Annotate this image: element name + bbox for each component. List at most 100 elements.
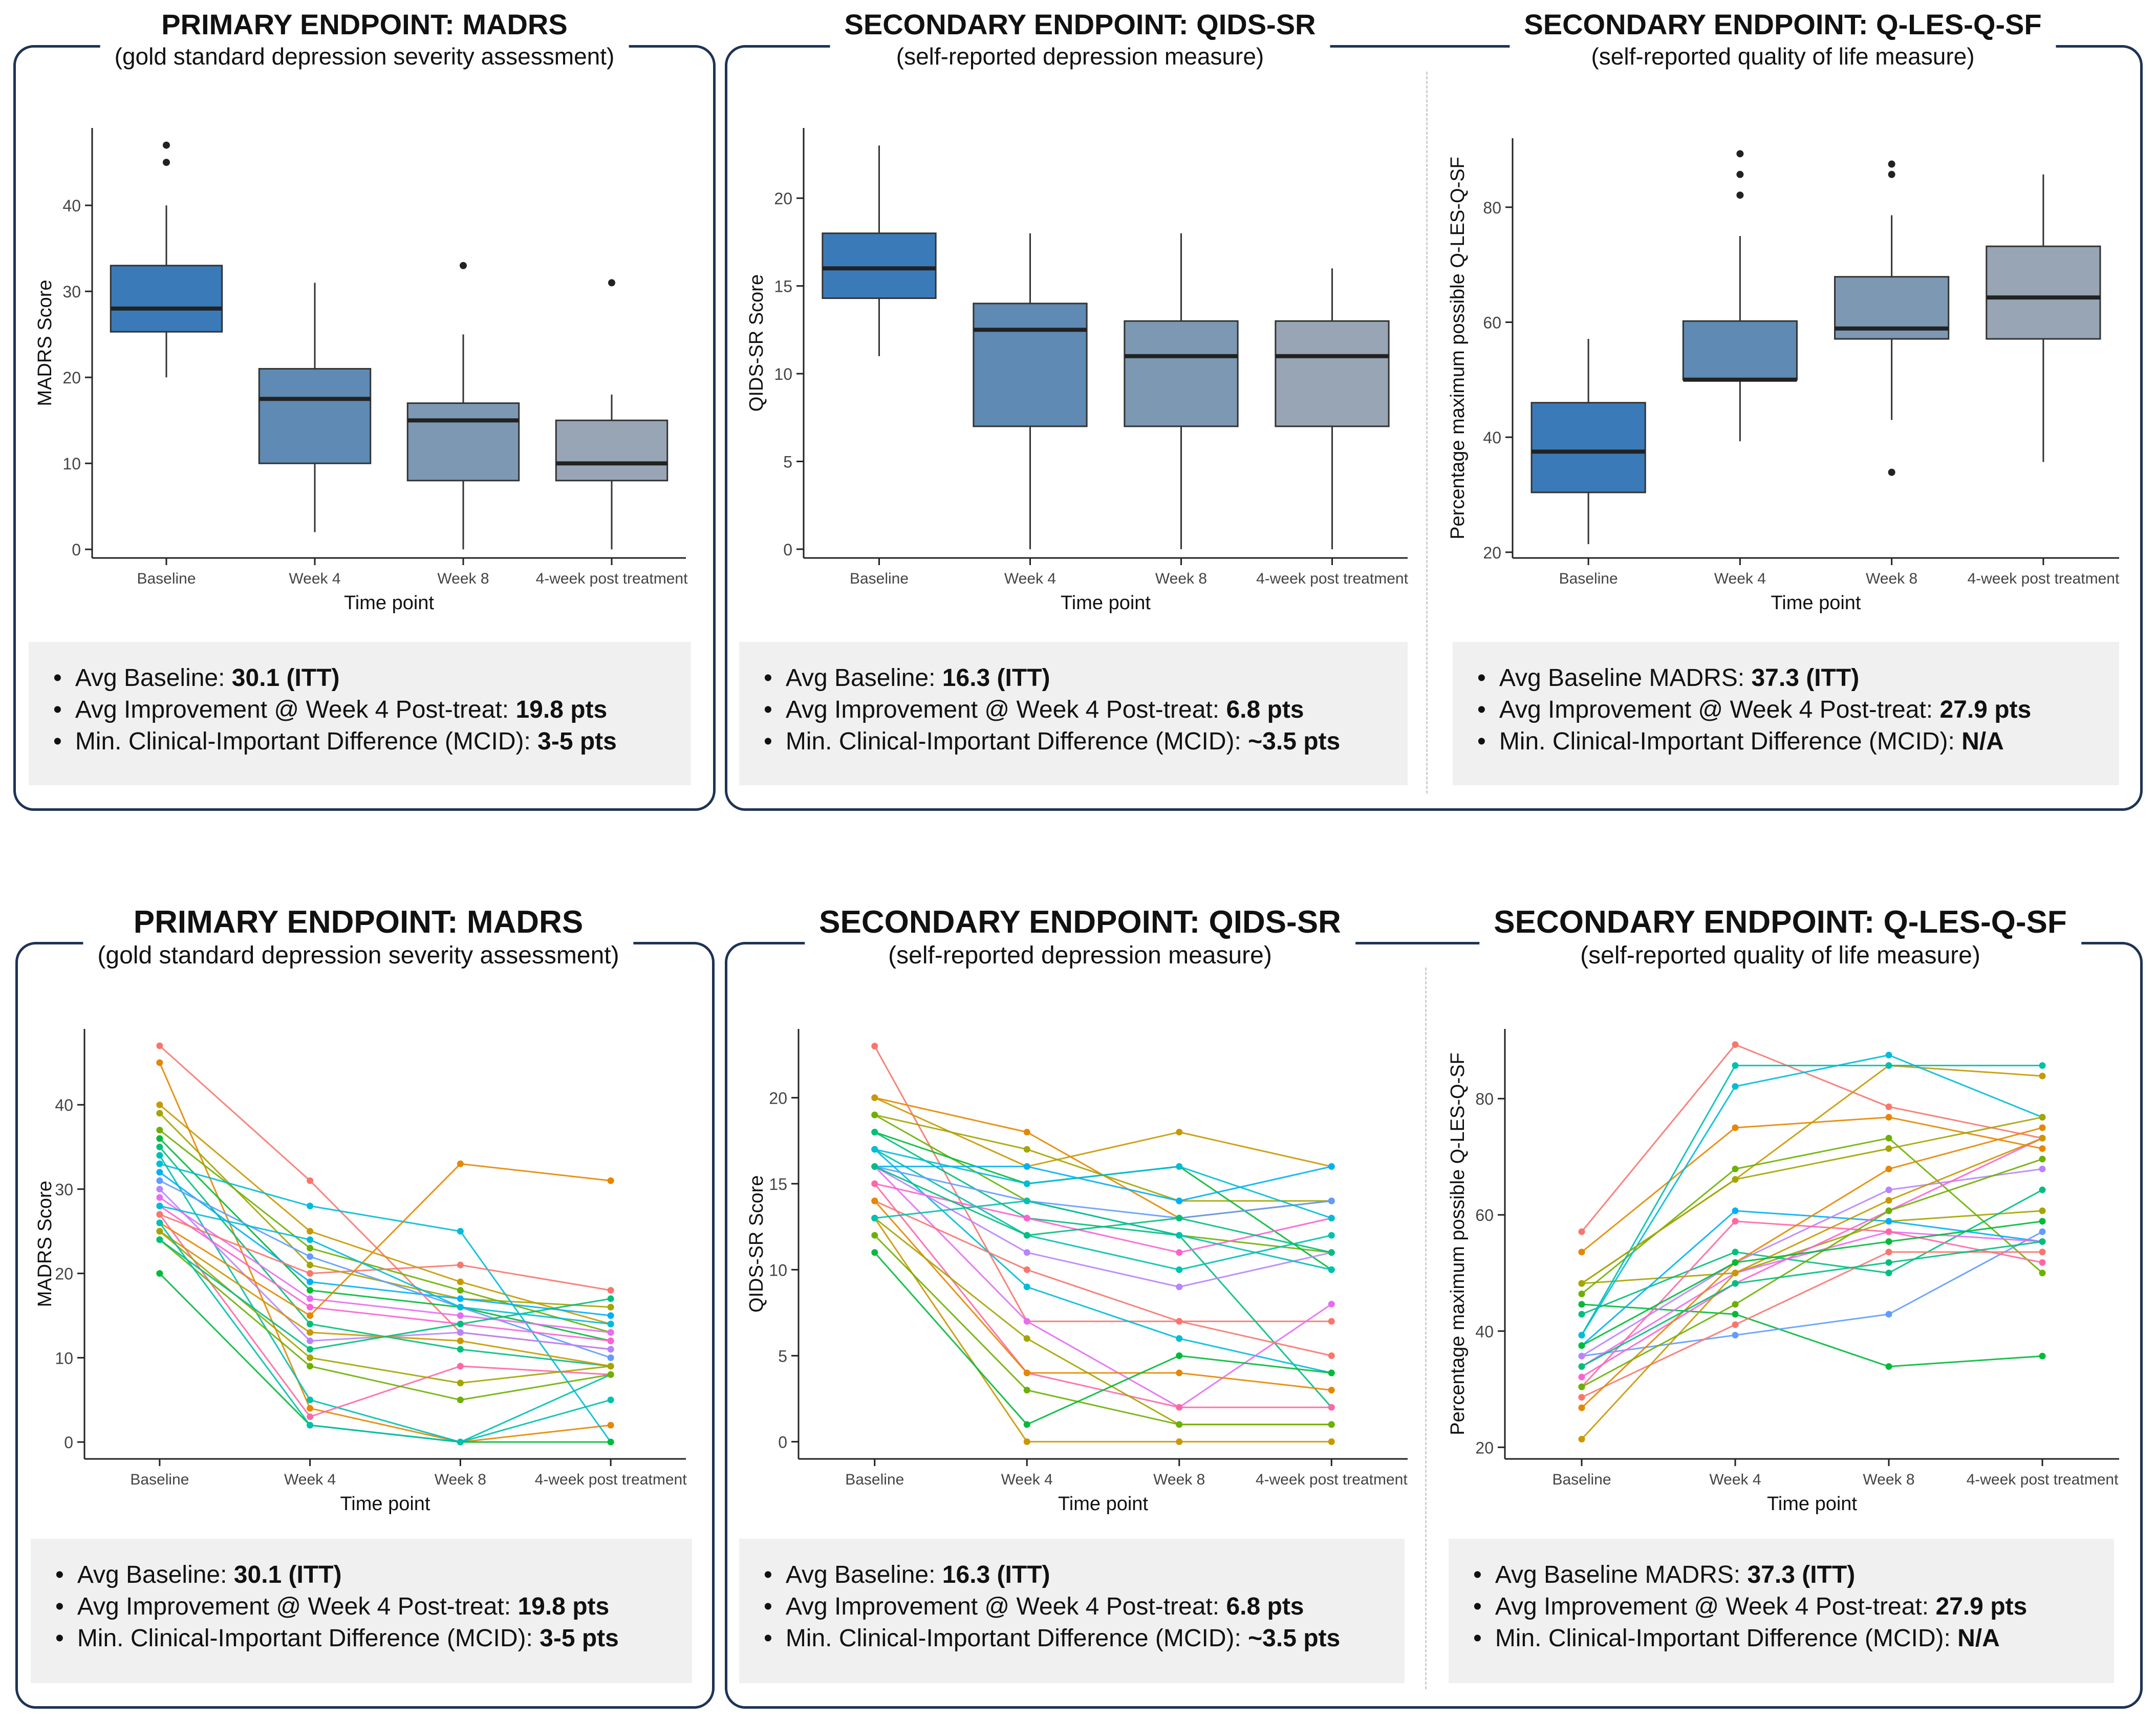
data-point: [307, 1278, 314, 1285]
series-line: [874, 1235, 1332, 1426]
data-point: [2039, 1249, 2046, 1256]
data-point: [607, 1354, 614, 1361]
data-point: [307, 1312, 314, 1319]
data-point: [607, 1371, 614, 1378]
qles-boxplot: 20 40 60 80 Baseline Week 4 Week 8 4-week post …: [1447, 138, 2120, 614]
data-point: [1578, 1435, 1585, 1443]
data-point: [1885, 1134, 1892, 1142]
data-point: [607, 1312, 614, 1319]
panel-subtitle: (self-reported quality of life measure): [1580, 942, 1980, 969]
y-tick-label: 40: [1475, 1322, 1494, 1341]
data-point: [156, 1144, 163, 1151]
data-point: [1732, 1259, 1739, 1266]
y-tick-label: 20: [774, 189, 792, 208]
outlier-point: [1888, 170, 1895, 178]
data-point: [2039, 1145, 2046, 1152]
data-point: [307, 1261, 314, 1268]
stat-improvement: Avg Improvement @ Week 4 Post-treat: 27.…: [1473, 1591, 2094, 1623]
madrs-boxplot: 0 10 20 30 40 Baseline Week 4 Week 8 4-week post…: [34, 128, 688, 614]
box-iqr: [973, 303, 1088, 427]
stat-baseline: Avg Baseline: 16.3 (ITT): [764, 1559, 1384, 1591]
box-iqr: [258, 368, 372, 464]
data-point: [1732, 1218, 1739, 1225]
data-point: [2039, 1072, 2046, 1080]
x-tick-label: Week 4: [284, 1471, 336, 1488]
x-tick-label: Week 4: [1709, 1471, 1761, 1488]
data-point: [1023, 1180, 1030, 1187]
box-iqr: [1986, 245, 2101, 340]
x-tick-label: Week 4: [1004, 570, 1056, 587]
y-tick-label: 30: [62, 283, 81, 301]
panel-subtitle: (self-reported depression measure): [896, 43, 1264, 70]
data-point: [1885, 1238, 1892, 1245]
data-point: [871, 1146, 878, 1153]
data-point: [1176, 1232, 1183, 1239]
outlier-point: [460, 262, 467, 269]
data-point: [1885, 1186, 1892, 1193]
data-point: [457, 1320, 464, 1327]
y-axis-title: Percentage maximum possible Q-LES-Q-SF: [1447, 157, 1469, 540]
data-point: [607, 1346, 614, 1353]
y-tick-label: 15: [769, 1175, 787, 1193]
x-tick-label: Week 8: [1866, 570, 1917, 587]
data-point: [307, 1329, 314, 1336]
data-point: [871, 1215, 878, 1222]
madrs-spaghetti-plot: 0 10 20 30 40 Baseline Week 4 Week 8 4-week post…: [34, 1029, 687, 1515]
data-point: [307, 1177, 314, 1184]
y-tick-label: 5: [778, 1347, 787, 1365]
data-point: [1732, 1270, 1739, 1277]
series-line: [159, 1197, 611, 1333]
x-axis-title: Time point: [1771, 592, 1861, 614]
data-point: [1176, 1438, 1183, 1445]
data-point: [1023, 1266, 1030, 1273]
data-point: [1023, 1249, 1030, 1256]
outlier-point: [163, 159, 170, 166]
stat-improvement: Avg Improvement @ Week 4 Post-treat: 19.…: [55, 1591, 672, 1623]
data-point: [2039, 1270, 2046, 1277]
y-tick-label: 0: [783, 541, 792, 559]
series-line: [1581, 1065, 2042, 1336]
data-point: [1023, 1438, 1030, 1445]
data-point: [1732, 1301, 1739, 1308]
stat-mcid: Min. Clinical-Important Difference (MCID…: [1477, 726, 2099, 758]
data-point: [2039, 1259, 2046, 1266]
data-point: [156, 1219, 163, 1227]
x-tick-label: Week 8: [437, 570, 489, 587]
series-line: [1581, 1158, 2043, 1388]
data-point: [2039, 1114, 2046, 1121]
data-point: [457, 1438, 464, 1446]
data-point: [871, 1129, 878, 1136]
data-point: [871, 1180, 878, 1187]
data-point: [1176, 1215, 1183, 1222]
data-point: [457, 1261, 464, 1268]
data-point: [307, 1354, 314, 1361]
data-point: [607, 1329, 614, 1336]
data-point: [2039, 1228, 2046, 1235]
data-point: [1578, 1249, 1585, 1256]
y-axis-title: Percentage maximum possible Q-LES-Q-SF: [1447, 1052, 1469, 1435]
data-point: [307, 1346, 314, 1353]
stat-mcid: Min. Clinical-Important Difference (MCID…: [764, 1623, 1384, 1654]
x-axis-title: Time point: [1767, 1493, 1857, 1515]
data-point: [1578, 1342, 1585, 1349]
madrs-line-header: PRIMARY ENDPOINT: MADRS (gold standard d…: [83, 903, 634, 970]
data-point: [1732, 1124, 1739, 1131]
qids-line-stats: Avg Baseline: 16.3 (ITT) Avg Improvement…: [739, 1539, 1405, 1683]
data-point: [1885, 1249, 1892, 1256]
data-point: [607, 1363, 614, 1370]
data-point: [1023, 1163, 1030, 1170]
data-point: [1578, 1331, 1585, 1339]
data-point: [1885, 1363, 1892, 1370]
data-point: [1885, 1310, 1892, 1318]
data-point: [1885, 1051, 1892, 1059]
series-line: [874, 1200, 1332, 1391]
series-line: [159, 1205, 611, 1342]
data-point: [156, 1059, 163, 1066]
data-point: [156, 1228, 163, 1235]
y-tick-label: 40: [55, 1096, 73, 1114]
qids-box-stats: Avg Baseline: 16.3 (ITT) Avg Improvement…: [739, 642, 1408, 785]
data-point: [307, 1320, 314, 1327]
outlier-point: [1888, 160, 1895, 168]
series-line: [874, 1166, 1332, 1254]
qles-spaghetti-plot: 20 40 60 80 Baseline Week 4 Week 8 4-week post …: [1447, 1029, 2119, 1515]
